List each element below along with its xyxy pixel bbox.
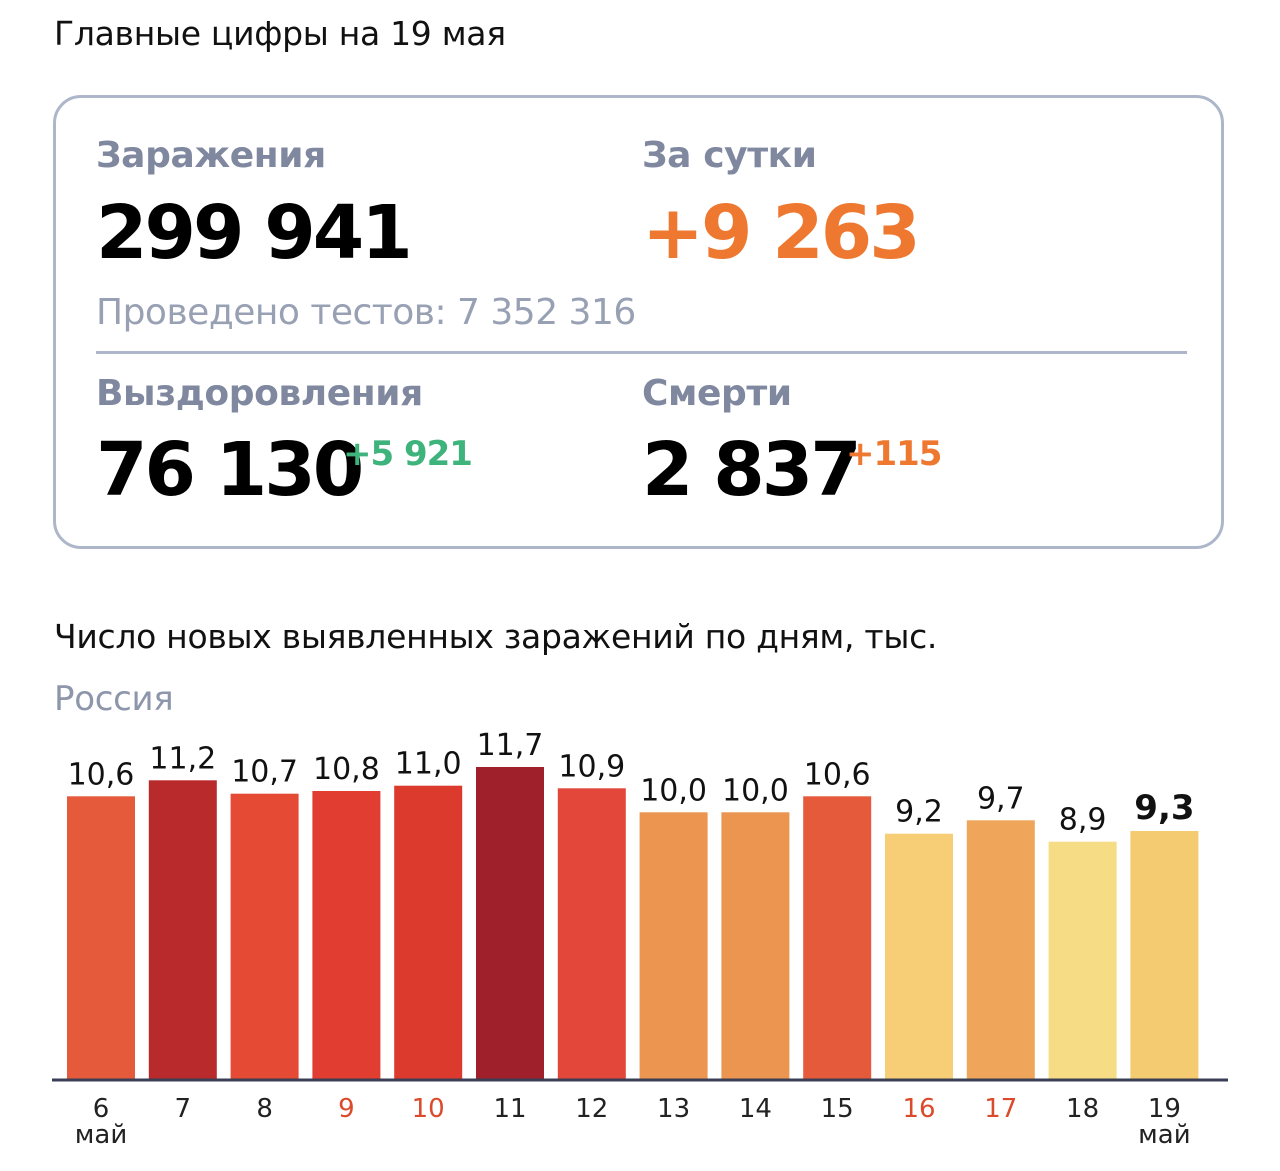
value-label-may-17: 9,7: [977, 781, 1025, 816]
infections-label: Заражения: [96, 135, 326, 176]
bar-may-13: [639, 812, 708, 1079]
x-tick-may-11: 11: [493, 1094, 526, 1124]
x-month-label-6: май: [75, 1120, 127, 1150]
bar-may-9: [312, 791, 381, 1079]
x-tick-may-14: 14: [739, 1094, 772, 1124]
value-label-may-12: 10,9: [558, 749, 625, 784]
daily-label: За сутки: [642, 135, 817, 176]
value-label-may-15: 10,6: [804, 757, 871, 792]
chart-title: Число новых выявленных заражений по дням…: [54, 617, 938, 656]
infections-value: 299 941: [96, 190, 413, 276]
value-label-may-6: 10,6: [68, 757, 135, 792]
bar-may-17: [966, 820, 1035, 1079]
deaths-delta: +115: [846, 434, 942, 474]
value-label-may-7: 11,2: [149, 741, 216, 776]
x-tick-may-18: 18: [1066, 1094, 1099, 1124]
x-month-label-19: май: [1138, 1120, 1190, 1150]
bar-may-16: [885, 833, 953, 1079]
x-tick-may-16: 16: [902, 1094, 935, 1124]
tests-count: Проведено тестов: 7 352 316: [96, 292, 636, 333]
x-tick-may-17: 17: [984, 1094, 1017, 1124]
bar-may-11: [476, 767, 544, 1079]
value-label-may-13: 10,0: [640, 773, 707, 808]
x-tick-may-10: 10: [412, 1094, 445, 1124]
value-label-may-16: 9,2: [895, 795, 943, 830]
value-label-may-9: 10,8: [313, 752, 380, 787]
value-label-may-14: 10,0: [722, 773, 789, 808]
bar-may-10: [394, 785, 463, 1079]
value-label-may-18: 8,9: [1059, 803, 1107, 838]
deaths-value: 2 837: [642, 427, 862, 513]
bar-may-6: [67, 796, 135, 1079]
value-label-may-11: 11,7: [477, 728, 544, 763]
bar-may-7: [148, 780, 217, 1079]
bar-may-15: [803, 796, 872, 1079]
recoveries-delta: +5 921: [343, 434, 473, 474]
daily-value: +9 263: [642, 190, 921, 276]
value-label-may-10: 11,0: [395, 747, 462, 782]
x-tick-may-8: 8: [256, 1094, 273, 1124]
bar-may-19: [1130, 831, 1199, 1079]
chart-subtitle: Россия: [54, 679, 174, 719]
page-heading: Главные цифры на 19 мая: [54, 14, 506, 53]
recoveries-label: Выздоровления: [96, 373, 423, 414]
bar-may-8: [230, 793, 299, 1079]
x-tick-may-15: 15: [821, 1094, 854, 1124]
deaths-label: Смерти: [642, 373, 792, 414]
recoveries-value: 76 130: [96, 427, 364, 513]
x-tick-may-9: 9: [338, 1094, 355, 1124]
bar-may-12: [557, 788, 626, 1079]
x-tick-may-13: 13: [657, 1094, 690, 1124]
x-tick-may-6: 6: [93, 1094, 110, 1124]
bar-may-14: [721, 812, 790, 1079]
value-label-may-8: 10,7: [231, 755, 298, 790]
summary-card: Заражения 299 941 За сутки +9 263 Провед…: [53, 95, 1224, 549]
bar-may-18: [1048, 841, 1117, 1079]
x-tick-may-12: 12: [575, 1094, 608, 1124]
x-tick-may-7: 7: [175, 1094, 192, 1124]
value-label-may-19: 9,3: [1134, 788, 1194, 828]
x-tick-may-19: 19: [1148, 1094, 1181, 1124]
summary-divider: [96, 351, 1187, 354]
